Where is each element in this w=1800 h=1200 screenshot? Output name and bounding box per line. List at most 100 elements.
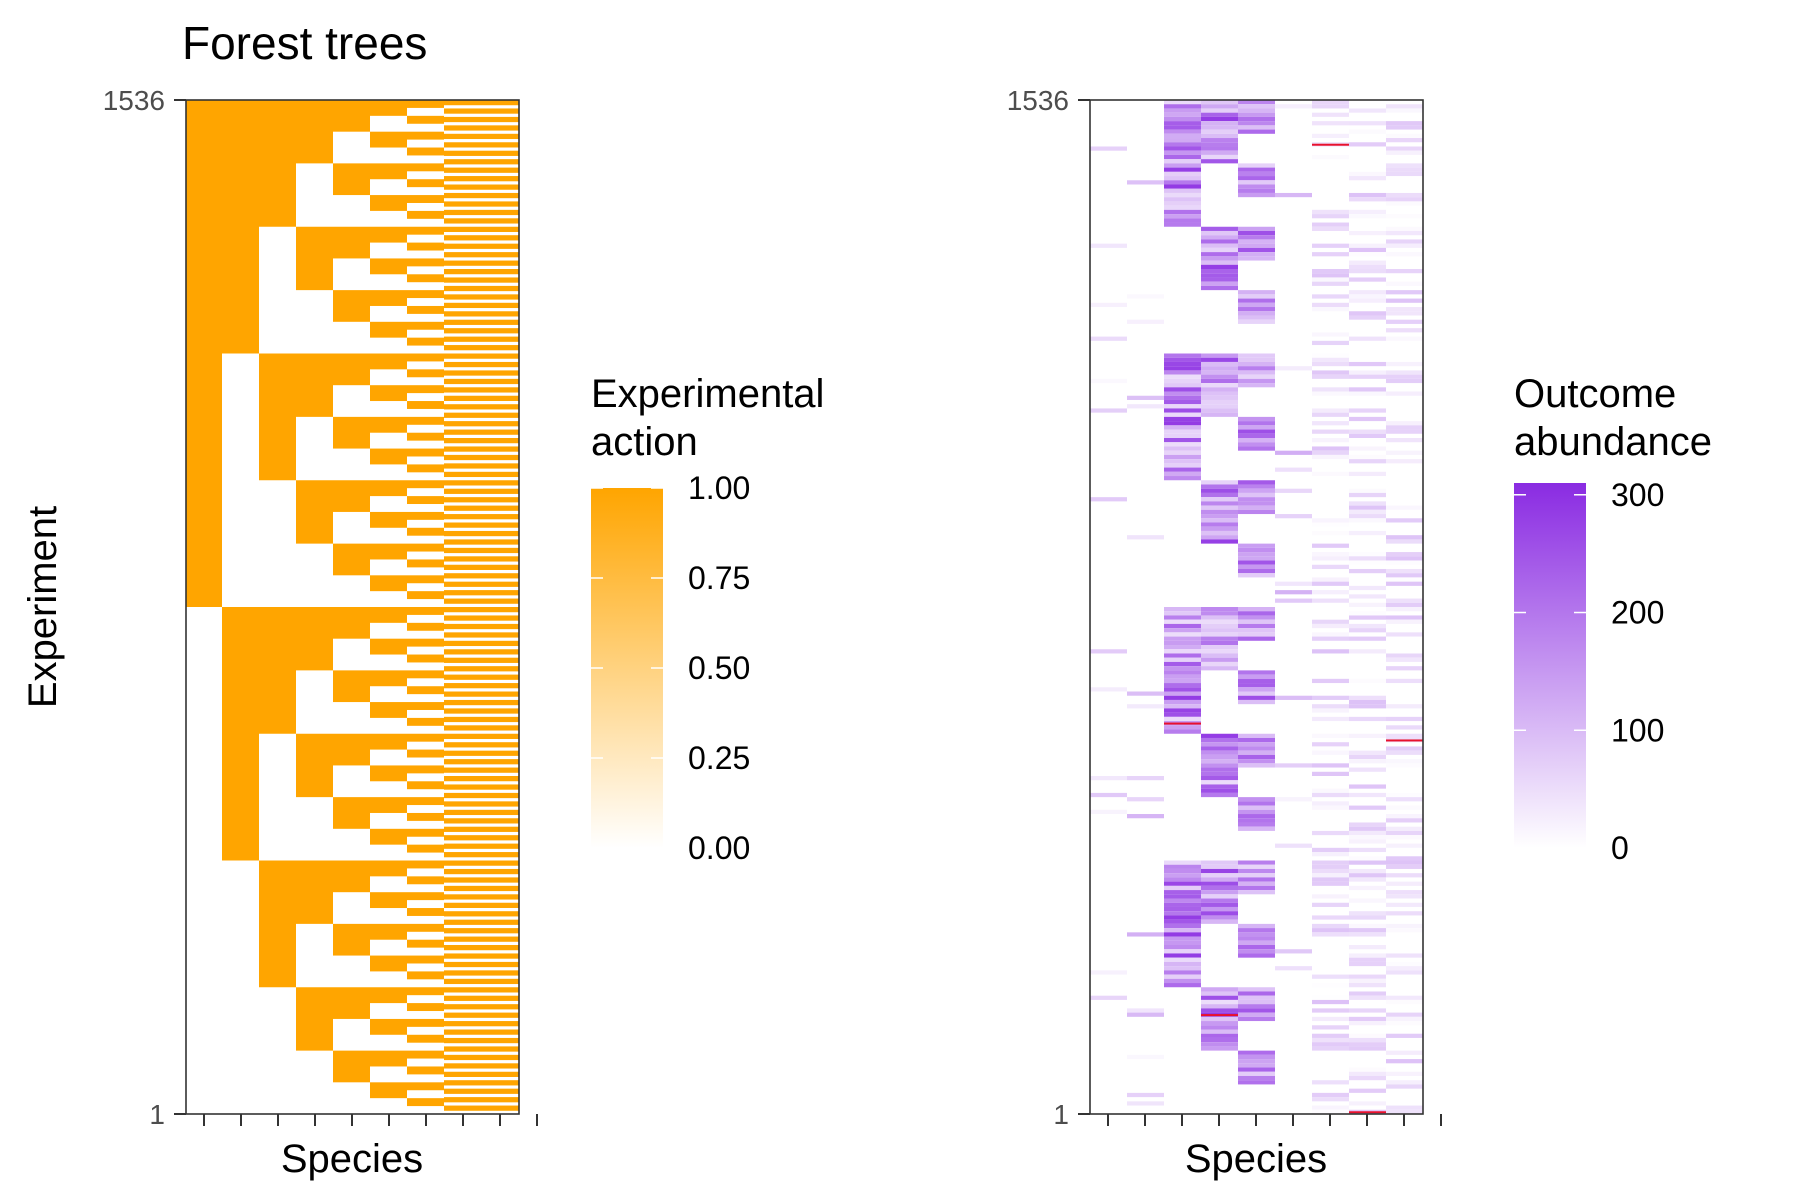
action-cell: [444, 852, 481, 858]
outcome-cell: [1312, 104, 1349, 109]
outcome-cell: [1238, 239, 1275, 244]
outcome-cell: [1238, 425, 1275, 430]
action-cell: [444, 911, 481, 917]
action-cell: [481, 345, 519, 351]
action-cell: [481, 421, 519, 427]
action-cell: [481, 328, 519, 334]
action-x-ticks: [203, 1114, 538, 1126]
outcome-cell: [1312, 1097, 1349, 1102]
action-cell: [370, 480, 407, 497]
outcome-cell: [1349, 877, 1386, 882]
outcome-cell: [1238, 885, 1275, 891]
action-cell: [481, 488, 519, 494]
action-cell: [481, 936, 519, 942]
outcome-cell: [1386, 361, 1423, 367]
outcome-cell: [1201, 104, 1238, 109]
outcome-cell: [1164, 146, 1201, 151]
outcome-cell: [1349, 530, 1386, 536]
action-cell: [444, 615, 481, 621]
action-cell: [296, 100, 333, 164]
action-cell: [481, 480, 519, 486]
action-cell: [481, 176, 519, 182]
action-cell: [407, 955, 444, 964]
outcome-cell: [1201, 615, 1238, 620]
outcome-cell: [1349, 459, 1386, 464]
outcome-cell: [1164, 129, 1201, 134]
action-cell: [444, 928, 481, 934]
outcome-cell: [1349, 868, 1386, 874]
outcome-cell: [1201, 370, 1238, 375]
outcome-cell: [1238, 611, 1275, 616]
outcome-cell: [1312, 750, 1349, 755]
action-cell: [444, 995, 481, 1001]
action-cell: [407, 1003, 444, 1012]
outcome-cell: [1201, 260, 1238, 265]
action-cell: [259, 860, 296, 988]
outcome-cell: [1349, 830, 1386, 836]
outcome-cell: [1386, 336, 1423, 341]
action-cell: [481, 860, 519, 866]
action-cell: [444, 573, 481, 579]
outcome-cell: [1349, 585, 1386, 591]
outcome-cell: [1127, 1054, 1164, 1060]
action-cell: [444, 1054, 481, 1061]
outcome-cell: [1201, 759, 1238, 764]
outcome-cell: [1386, 716, 1423, 722]
outcome-cell: [1349, 192, 1386, 198]
outcome-cell: [1201, 894, 1238, 899]
action-cell: [481, 767, 519, 773]
action-cell: [444, 505, 481, 511]
outcome-cell: [1312, 408, 1349, 413]
outcome-cell: [1349, 552, 1386, 557]
outcome-cell: [1386, 421, 1423, 426]
outcome-cell: [1386, 269, 1423, 274]
action-cell: [481, 454, 519, 461]
outcome-cell: [1238, 361, 1275, 367]
outcome-cell: [1312, 302, 1349, 308]
outcome-cell: [1349, 1016, 1386, 1022]
outcome-cell: [1090, 792, 1127, 798]
outcome-cell: [1238, 999, 1275, 1005]
action-cell: [481, 226, 519, 232]
outcome-cell: [1386, 328, 1423, 333]
outcome-cell: [1312, 792, 1349, 798]
outcome-cell: [1349, 911, 1386, 916]
outcome-cell: [1312, 564, 1349, 569]
outcome-cell: [1238, 822, 1275, 827]
action-cell: [481, 843, 519, 849]
outcome-cell: [1201, 146, 1238, 151]
outcome-cell: [1164, 209, 1201, 215]
outcome-cell: [1164, 197, 1201, 202]
outcome-cell: [1386, 581, 1423, 586]
outcome-cell: [1386, 632, 1423, 637]
outcome-highlight-line: [1164, 722, 1201, 725]
outcome-cell: [1386, 1105, 1423, 1110]
outcome-cell: [1386, 961, 1423, 967]
outcome-cell: [1312, 923, 1349, 929]
outcome-cell: [1275, 488, 1312, 493]
action-cell: [481, 961, 519, 968]
action-legend-ticks: 0.00 0.25 0.50 0.75 1.00: [591, 470, 750, 866]
action-cell: [481, 640, 519, 647]
outcome-cell: [1349, 108, 1386, 113]
action-cell: [444, 387, 481, 393]
action-cell: [407, 511, 444, 520]
outcome-cell: [1164, 104, 1201, 109]
outcome-cell: [1312, 733, 1349, 738]
outcome-cell: [1349, 978, 1386, 984]
outcome-cell: [1201, 497, 1238, 502]
action-cell: [444, 784, 481, 790]
outcome-cell: [1386, 552, 1423, 557]
outcome-cell: [1238, 298, 1275, 303]
action-cell: [444, 184, 481, 190]
outcome-cell: [1386, 1050, 1423, 1055]
outcome-cell: [1312, 307, 1349, 312]
action-cell: [481, 522, 519, 528]
outcome-cell: [1238, 928, 1275, 933]
outcome-cell: [1201, 112, 1238, 117]
outcome-cell: [1238, 560, 1275, 565]
outcome-cell: [1238, 116, 1275, 122]
action-cell: [481, 319, 519, 325]
action-cell: [444, 471, 481, 478]
